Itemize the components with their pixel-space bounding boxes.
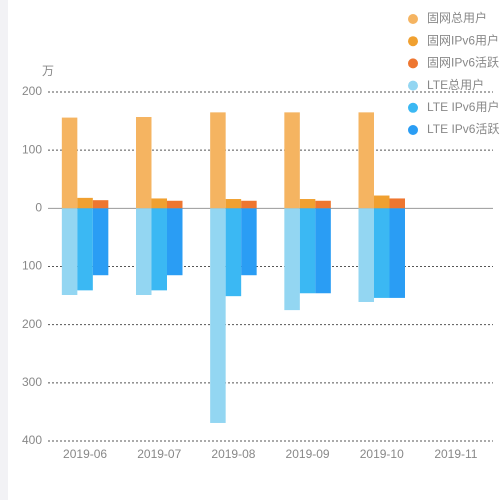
legend-label: 固网IPv6活跃 (427, 56, 499, 70)
legend-marker (408, 102, 418, 113)
bar (389, 198, 405, 209)
legend-label: LTE总用户 (427, 77, 484, 92)
bar (225, 199, 242, 209)
bar (225, 208, 242, 297)
y-tick-label: 100 (22, 259, 42, 273)
legend-label: 固网IPv6用户 (427, 32, 499, 47)
bar (92, 208, 109, 276)
bar (389, 208, 405, 298)
bar (374, 208, 390, 298)
bar (77, 197, 93, 209)
bar (61, 117, 78, 209)
y-tick-label: 200 (22, 84, 42, 98)
bar (241, 200, 257, 209)
bar (167, 208, 183, 276)
bar (167, 200, 183, 209)
bar (358, 112, 374, 209)
x-tick-label: 2019-07 (137, 447, 181, 461)
bar (136, 117, 152, 209)
legend-label: 固网总用户 (427, 10, 487, 25)
legend-marker (408, 80, 418, 91)
bar (315, 200, 331, 209)
y-tick-label: 100 (22, 142, 42, 156)
x-tick-label: 2019-09 (286, 447, 330, 461)
x-tick-label: 2019-08 (211, 447, 255, 461)
bar (374, 195, 390, 209)
y-tick-label: 200 (22, 317, 42, 331)
x-tick-label: 2019-06 (63, 447, 107, 461)
y-tick-label: 0 (35, 201, 42, 215)
bar (284, 208, 300, 311)
y-tick-label: 400 (22, 433, 42, 447)
legend-marker (408, 36, 418, 47)
bar (136, 208, 152, 296)
bar (151, 198, 167, 209)
legend-label: LTE IPv6用户 (427, 99, 499, 114)
unit-label: 万 (42, 64, 54, 78)
bar (315, 208, 331, 294)
legend-marker (408, 125, 418, 135)
bar (241, 208, 257, 276)
bar (299, 199, 316, 209)
legend-marker (408, 58, 418, 69)
bar (210, 208, 226, 423)
bar (284, 112, 300, 209)
bar (77, 208, 93, 291)
legend-label: LTE IPv6活跃 (427, 122, 499, 136)
bar (61, 208, 78, 296)
bar (210, 112, 226, 209)
bar (92, 200, 109, 209)
bar (151, 208, 167, 291)
bar (358, 208, 374, 302)
x-tick-label: 2019-10 (360, 447, 404, 461)
bar (299, 208, 316, 294)
y-tick-label: 300 (22, 375, 42, 389)
legend-marker (408, 14, 418, 24)
x-tick-label: 2019-11 (434, 447, 477, 461)
side-strip (0, 0, 8, 500)
